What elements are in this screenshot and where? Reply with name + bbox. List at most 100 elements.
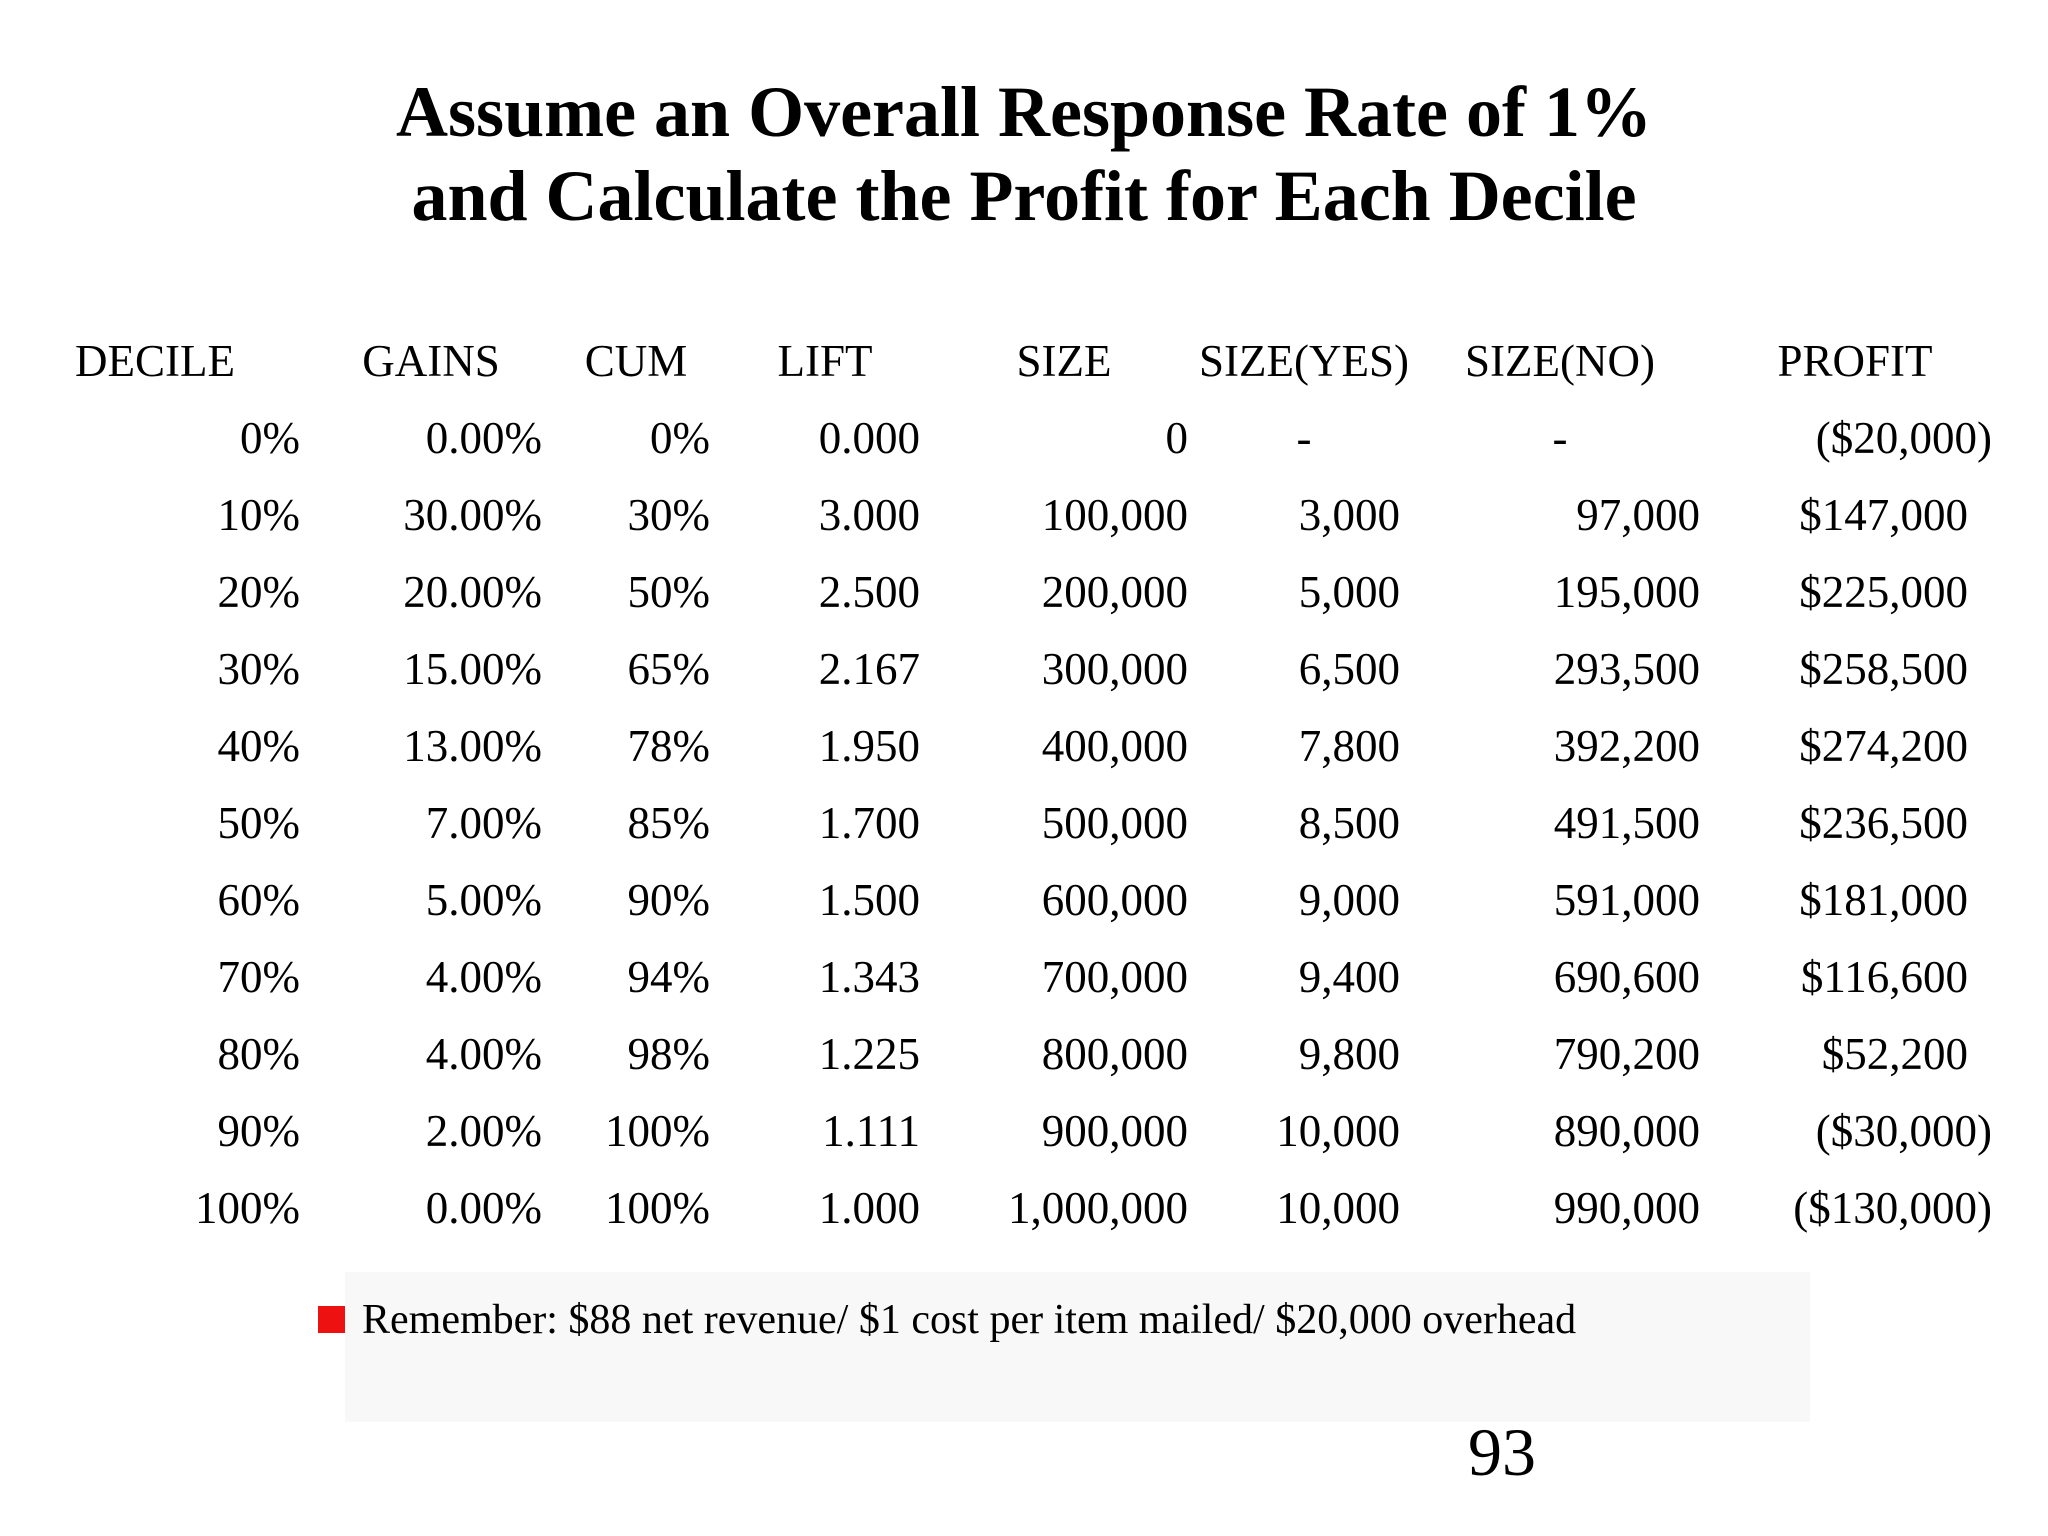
table-cell: 10,000 (1276, 1105, 1400, 1156)
table-cell: 0.00% (425, 412, 542, 463)
table-cell: $225,000 (1799, 566, 1968, 617)
table-cell: 0% (650, 412, 710, 463)
table-cell: 1.950 (818, 720, 920, 771)
table-cell: 0% (240, 412, 300, 463)
red-square-bullet-icon (318, 1306, 345, 1333)
table-cell: 10% (217, 489, 301, 540)
table-body: 0% 0.00% 0% 0.000 0 - - ($20,000) 10% 30.00% 30% 3.… (0, 399, 2000, 1246)
table-cell: 6,500 (1298, 643, 1400, 694)
table-cell: 195,000 (1553, 566, 1700, 617)
table-cell: ($20,000) (1815, 412, 1992, 463)
table-cell: 200,000 (1041, 566, 1188, 617)
table-cell: 97,000 (1576, 489, 1700, 540)
column-header: GAINS (362, 335, 500, 386)
table-cell: $274,200 (1799, 720, 1968, 771)
table-cell: 600,000 (1041, 874, 1188, 925)
table-cell: $258,500 (1799, 643, 1968, 694)
table-row: 80% 4.00% 98% 1.225 800,000 9,800 790,200 $52,2… (0, 1015, 2000, 1092)
table-cell: 100% (605, 1182, 710, 1233)
table-cell: 3.000 (818, 489, 920, 540)
footnote-backdrop (345, 1272, 1810, 1422)
table-cell: 392,200 (1553, 720, 1700, 771)
table-cell: 30.00% (403, 489, 542, 540)
table-cell: 690,600 (1553, 951, 1700, 1002)
table-cell: 20% (217, 566, 301, 617)
table-cell: 491,500 (1553, 797, 1700, 848)
slide-title-line1: Assume an Overall Response Rate of 1% (396, 72, 1652, 152)
table-cell: 300,000 (1041, 643, 1188, 694)
table-cell: 85% (627, 797, 711, 848)
table-cell: 0 (1165, 412, 1189, 463)
column-header: SIZE(YES) (1199, 335, 1409, 386)
table-cell: 890,000 (1553, 1105, 1700, 1156)
table-cell: 60% (217, 874, 301, 925)
table-cell: 2.167 (818, 643, 920, 694)
table-row: 0% 0.00% 0% 0.000 0 - - ($20,000) (0, 399, 2000, 476)
table-cell: ($130,000) (1793, 1182, 1992, 1233)
table-cell: 7,800 (1298, 720, 1400, 771)
table-cell: 40% (217, 720, 301, 771)
table-cell: 1.000 (818, 1182, 920, 1233)
column-header: PROFIT (1777, 335, 1933, 386)
table-cell: - (1552, 412, 1568, 463)
table-cell: 1.700 (818, 797, 920, 848)
column-header: DECILE (75, 335, 235, 386)
table-cell: 0.000 (818, 412, 920, 463)
table-row: 40% 13.00% 78% 1.950 400,000 7,800 392,200 $274… (0, 707, 2000, 784)
table-row: 90% 2.00% 100% 1.111 900,000 10,000 890,000 ($3… (0, 1092, 2000, 1169)
table-cell: 5.00% (425, 874, 542, 925)
table-cell: 293,500 (1553, 643, 1700, 694)
table-cell: 70% (217, 951, 301, 1002)
table-cell: $52,200 (1821, 1028, 1968, 1079)
table-cell: 5,000 (1298, 566, 1400, 617)
table-cell: 790,200 (1553, 1028, 1700, 1079)
table-cell: 100,000 (1041, 489, 1188, 540)
table-cell: 8,500 (1298, 797, 1400, 848)
table-cell: $181,000 (1799, 874, 1968, 925)
table-cell: 90% (217, 1105, 301, 1156)
table-cell: - (1296, 412, 1312, 463)
table-row: 30% 15.00% 65% 2.167 300,000 6,500 293,500 $258… (0, 630, 2000, 707)
table-cell: 13.00% (403, 720, 542, 771)
column-header: CUM (584, 335, 688, 386)
table-cell: 7.00% (425, 797, 542, 848)
footnote-text: Remember: $88 net revenue/ $1 cost per i… (362, 1297, 1577, 1343)
table-cell: 15.00% (403, 643, 542, 694)
table-cell: 1,000,000 (1008, 1182, 1188, 1233)
table-cell: 65% (627, 643, 711, 694)
table-cell: 2.500 (818, 566, 920, 617)
table-cell: 1.111 (822, 1105, 920, 1156)
table-header-row: DECILE GAINS CUM LIFT SIZE SIZE(YES) SIZE(NO) P… (0, 322, 2000, 399)
table-row: 70% 4.00% 94% 1.343 700,000 9,400 690,600 $116,… (0, 938, 2000, 1015)
table-cell: 20.00% (403, 566, 542, 617)
table-cell: $147,000 (1799, 489, 1968, 540)
table-cell: 700,000 (1041, 951, 1188, 1002)
table-cell: 591,000 (1553, 874, 1700, 925)
slide-title: Assume an Overall Response Rate of 1% an… (0, 70, 2048, 238)
table-cell: 80% (217, 1028, 301, 1079)
table-cell: 30% (627, 489, 711, 540)
table-cell: 1.225 (818, 1028, 920, 1079)
table-cell: 50% (217, 797, 301, 848)
table-cell: 100% (195, 1182, 300, 1233)
table-cell: ($30,000) (1815, 1105, 1992, 1156)
table-cell: 1.343 (818, 951, 920, 1002)
table-cell: 10,000 (1276, 1182, 1400, 1233)
table-cell: 990,000 (1553, 1182, 1700, 1233)
table-cell: $236,500 (1799, 797, 1968, 848)
page-number: 93 (1468, 1414, 1536, 1490)
table-cell: 100% (605, 1105, 710, 1156)
table-cell: 9,800 (1298, 1028, 1400, 1079)
table-cell: 0.00% (425, 1182, 542, 1233)
table-cell: 2.00% (425, 1105, 542, 1156)
table-cell: 800,000 (1041, 1028, 1188, 1079)
footnote: Remember: $88 net revenue/ $1 cost per i… (318, 1296, 1576, 1344)
table-row: 50% 7.00% 85% 1.700 500,000 8,500 491,500 $236,… (0, 784, 2000, 861)
table-cell: 78% (627, 720, 711, 771)
decile-profit-table: DECILE GAINS CUM LIFT SIZE SIZE(YES) SIZE(NO) P… (0, 322, 2000, 1246)
table-row: 60% 5.00% 90% 1.500 600,000 9,000 591,000 $181,… (0, 861, 2000, 938)
table-cell: 4.00% (425, 951, 542, 1002)
table-cell: 50% (627, 566, 711, 617)
table-cell: 500,000 (1041, 797, 1188, 848)
column-header: SIZE(NO) (1465, 335, 1655, 386)
